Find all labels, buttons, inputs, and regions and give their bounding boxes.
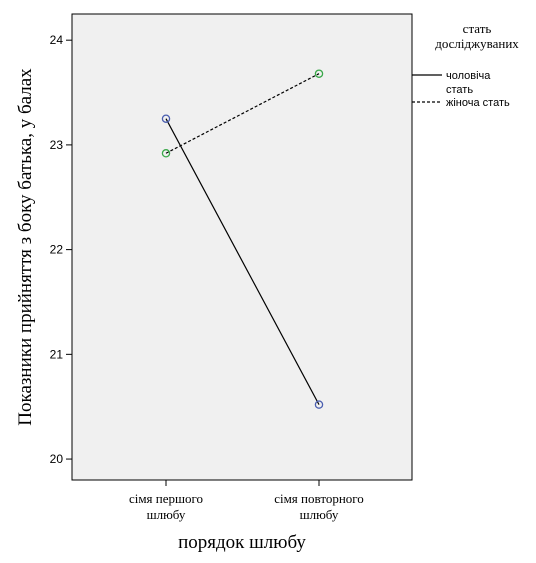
data-point: [314, 69, 324, 78]
y-tick-label: 24: [50, 33, 64, 47]
x-tick-label: шлюбу: [300, 507, 339, 522]
x-tick-label: сімя повторного: [274, 491, 364, 506]
series-layer: [161, 69, 324, 409]
x-tick-label: сімя першого: [129, 491, 203, 506]
data-point: [161, 149, 171, 158]
legend-title: досліджуваних: [435, 36, 519, 51]
series-line: [165, 73, 320, 154]
y-axis: 20 21 22 23 24: [50, 33, 72, 466]
y-axis-label: Показники прийняття з боку батька, у бал…: [15, 68, 36, 426]
x-tick-label: шлюбу: [147, 507, 186, 522]
y-tick-label: 23: [50, 138, 64, 152]
legend-label: жіноча стать: [446, 97, 510, 109]
data-point: [161, 114, 171, 123]
legend-title: стать: [463, 21, 492, 36]
series-line: [165, 118, 320, 405]
data-point: [314, 400, 324, 409]
x-axis-label: порядок шлюбу: [178, 532, 306, 553]
y-tick-label: 21: [50, 347, 64, 361]
plot-area: [71, 13, 413, 481]
y-tick-label: 22: [50, 243, 64, 257]
y-tick-label: 20: [50, 452, 64, 466]
legend-label: чоловіча: [446, 70, 491, 82]
legend-label: стать: [446, 84, 473, 96]
